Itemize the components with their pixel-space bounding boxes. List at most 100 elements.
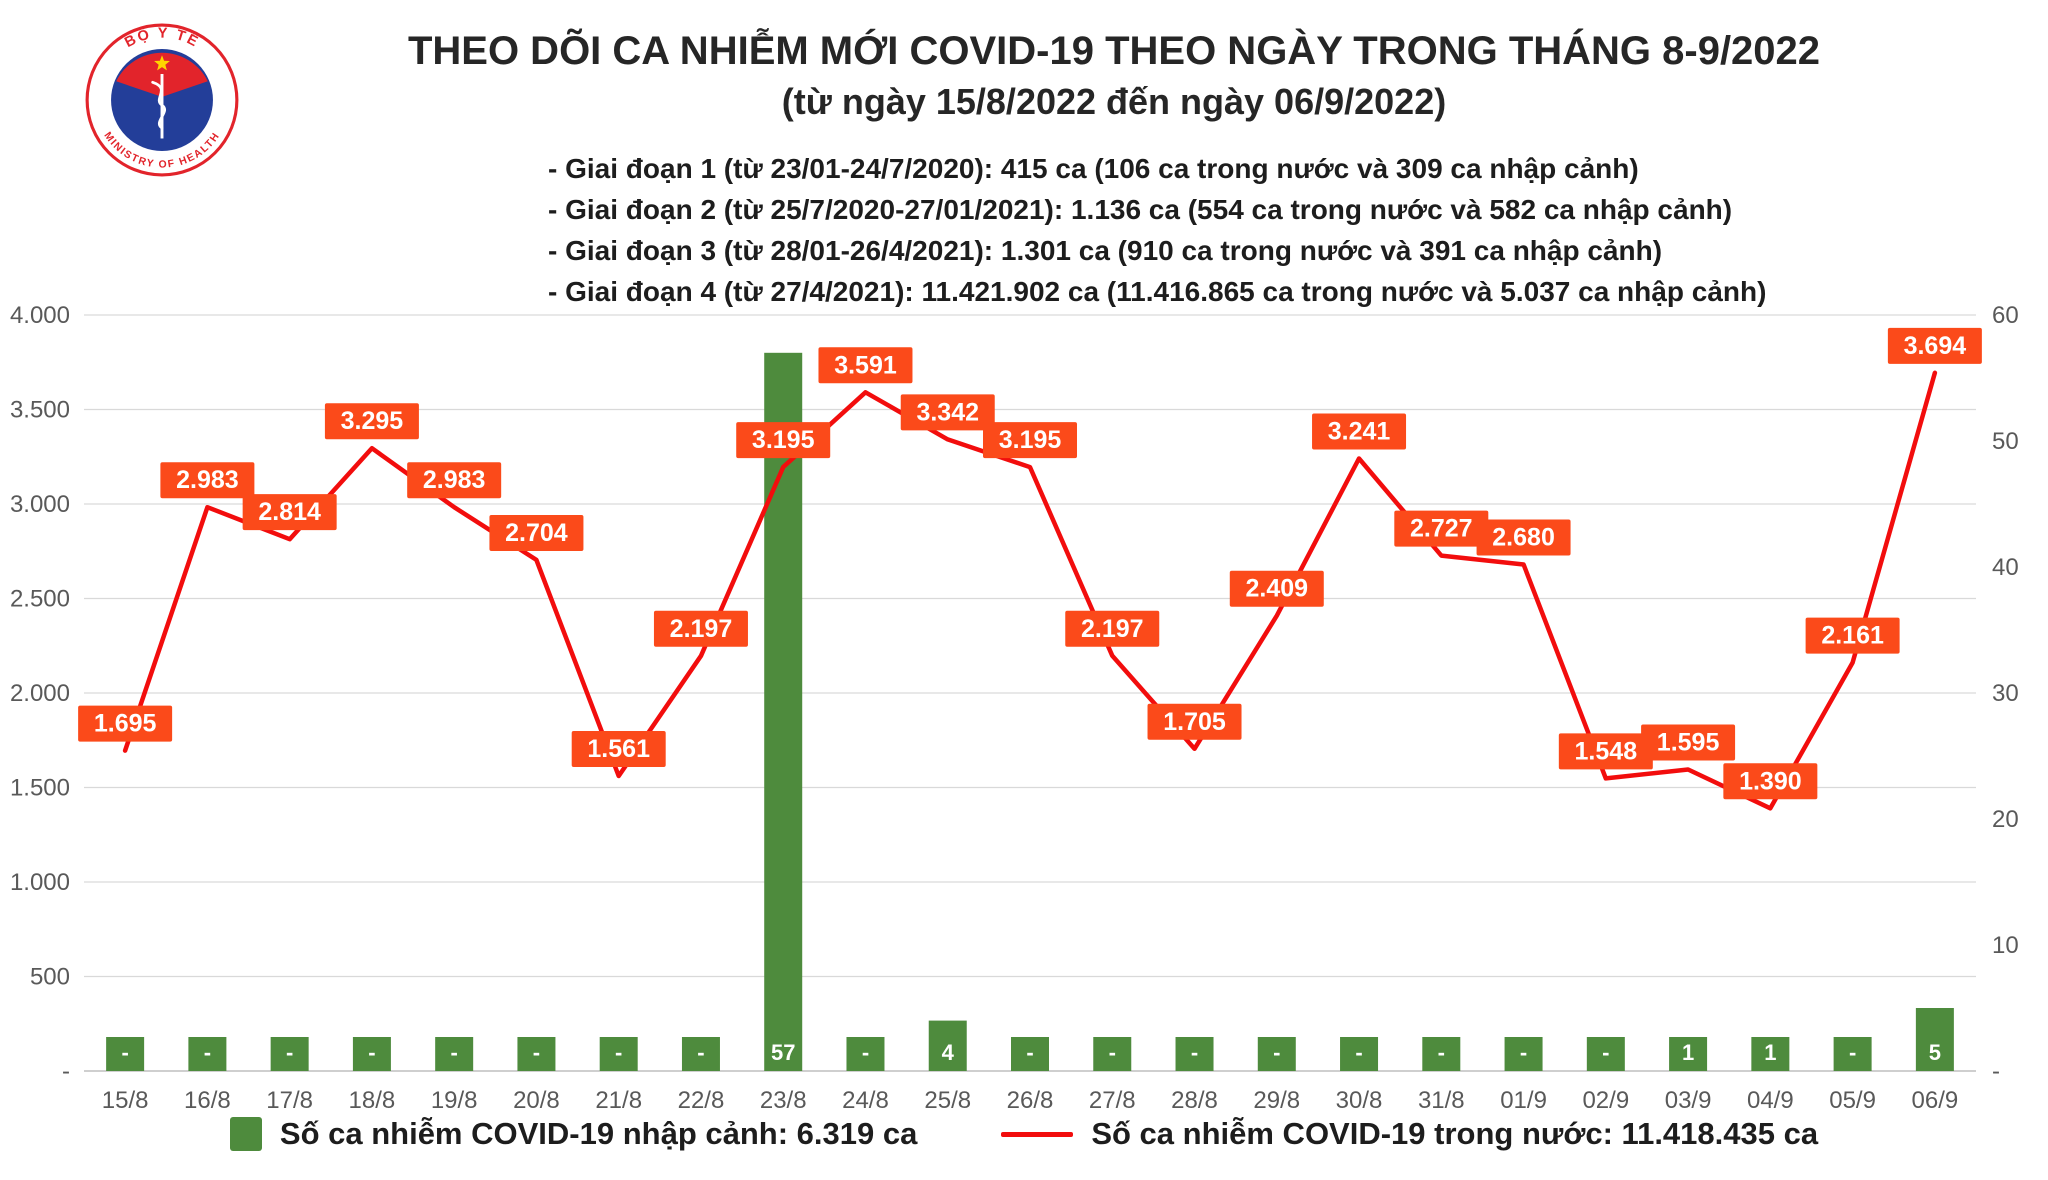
line-data-label: 3.195 — [999, 426, 1062, 454]
bar-imported-cases — [1093, 1037, 1132, 1071]
line-data-label-box — [1805, 617, 1900, 654]
line-data-label: 2.197 — [1081, 615, 1144, 643]
bar-imported-cases — [517, 1037, 556, 1071]
x-axis-tick: 25/8 — [924, 1087, 971, 1114]
x-axis-tick: 15/8 — [102, 1087, 149, 1114]
line-data-label: 2.983 — [423, 466, 486, 494]
line-data-label-box — [1065, 610, 1160, 647]
line-data-label-box — [1558, 733, 1653, 770]
x-axis-tick: 16/8 — [184, 1087, 231, 1114]
bar-data-label: 57 — [771, 1040, 795, 1065]
line-data-label: 1.595 — [1657, 729, 1720, 757]
chart-legend: Số ca nhiễm COVID-19 nhập cảnh: 6.319 ca… — [0, 1116, 2048, 1152]
y-axis-left-tick: 1.000 — [10, 869, 70, 896]
y-axis-left-tick: 2.000 — [10, 680, 70, 707]
x-axis-tick: 06/9 — [1912, 1087, 1959, 1114]
bar-data-label: 1 — [1682, 1040, 1694, 1065]
line-data-label: 3.295 — [341, 407, 404, 435]
line-data-label-box — [1887, 327, 1982, 364]
x-axis-tick: 03/9 — [1665, 1087, 1712, 1114]
logo-star-icon — [154, 55, 170, 71]
phase-line-2: - Giai đoạn 2 (từ 25/7/2020-27/01/2021):… — [548, 194, 1733, 225]
header: THEO DÕI CA NHIỄM MỚI COVID-19 THEO NGÀY… — [190, 26, 2038, 126]
bar-imported-cases — [1586, 1037, 1625, 1071]
x-axis-tick: 31/8 — [1418, 1087, 1465, 1114]
line-data-label: 3.195 — [752, 426, 815, 454]
phase-line-4: - Giai đoạn 4 (từ 27/4/2021): 11.421.902… — [548, 276, 1767, 307]
line-data-label-box — [1641, 724, 1736, 761]
bar-imported-cases — [1340, 1037, 1379, 1071]
line-data-label-box — [160, 462, 255, 499]
bar-imported-cases — [1504, 1037, 1543, 1071]
line-data-label-box — [1476, 519, 1571, 556]
line-data-label: 2.814 — [258, 498, 321, 526]
bar-imported-cases — [599, 1037, 638, 1071]
x-axis-tick: 02/9 — [1582, 1087, 1629, 1114]
line-data-label: 2.704 — [505, 519, 568, 547]
bar-data-label: - — [1109, 1040, 1116, 1065]
y-axis-right-tick: - — [1992, 1058, 2000, 1085]
bar-data-label: - — [862, 1040, 869, 1065]
line-data-label-box — [324, 403, 419, 440]
line-data-label: 2.197 — [670, 615, 733, 643]
line-data-label-box — [900, 394, 995, 431]
bar-data-label: - — [368, 1040, 375, 1065]
legend-item-domestic: Số ca nhiễm COVID-19 trong nước: 11.418.… — [1001, 1116, 1818, 1152]
x-axis-tick: 27/8 — [1089, 1087, 1136, 1114]
line-data-label-box — [1147, 703, 1242, 740]
bar-data-label: 1 — [1764, 1040, 1776, 1065]
bar-imported-cases — [270, 1037, 309, 1071]
bar-imported-cases — [764, 352, 803, 1071]
legend-item-imported: Số ca nhiễm COVID-19 nhập cảnh: 6.319 ca — [229, 1116, 917, 1152]
bar-imported-cases — [188, 1037, 227, 1071]
logo-snake-icon — [151, 80, 166, 130]
line-data-label-box — [489, 514, 584, 551]
line-data-label: 1.548 — [1575, 737, 1638, 765]
x-axis-tick: 17/8 — [266, 1087, 313, 1114]
bar-data-label: - — [1438, 1040, 1445, 1065]
line-data-label: 2.680 — [1492, 523, 1555, 551]
y-axis-right-tick: 30 — [1992, 680, 2019, 707]
line-data-label-box — [78, 705, 173, 742]
bar-imported-cases — [1669, 1037, 1708, 1071]
y-axis-right-tick: 20 — [1992, 806, 2019, 833]
y-axis-left-tick: 3.000 — [10, 491, 70, 518]
line-data-label-box — [242, 494, 337, 531]
phase-line-3: - Giai đoạn 3 (từ 28/01-26/4/2021): 1.30… — [548, 235, 1663, 266]
x-axis-tick: 28/8 — [1171, 1087, 1218, 1114]
line-data-label-box — [571, 730, 666, 767]
x-axis-tick: 29/8 — [1253, 1087, 1300, 1114]
y-axis-right-tick: 40 — [1992, 554, 2019, 581]
line-data-label-box — [983, 422, 1077, 459]
legend-bar-swatch — [229, 1117, 262, 1151]
line-data-label-box — [653, 610, 748, 647]
x-axis-tick: 18/8 — [349, 1087, 396, 1114]
y-axis-left-tick: 500 — [30, 964, 70, 991]
bar-data-label: - — [1273, 1040, 1280, 1065]
bar-data-label: - — [451, 1040, 458, 1065]
line-data-label: 1.695 — [94, 710, 157, 738]
page-title: THEO DÕI CA NHIỄM MỚI COVID-19 THEO NGÀY… — [407, 29, 1821, 73]
line-data-label: 2.161 — [1821, 622, 1884, 650]
bar-imported-cases — [1422, 1037, 1461, 1071]
bar-imported-cases — [1915, 1008, 1954, 1071]
phase-line-1: - Giai đoạn 1 (từ 23/01-24/7/2020): 415 … — [548, 153, 1639, 184]
x-axis-tick: 01/9 — [1500, 1087, 1547, 1114]
x-axis-tick: 19/8 — [431, 1087, 478, 1114]
bar-data-label: - — [1191, 1040, 1198, 1065]
line-data-label: 2.983 — [176, 466, 239, 494]
line-data-label: 2.727 — [1410, 515, 1473, 543]
line-data-label: 3.241 — [1328, 417, 1391, 445]
line-data-label: 1.561 — [587, 735, 650, 763]
bar-imported-cases — [1175, 1037, 1214, 1071]
line-data-label: 3.342 — [916, 398, 979, 426]
bar-data-label: - — [1026, 1040, 1033, 1065]
page-subtitle: (từ ngày 15/8/2022 đến ngày 06/9/2022) — [781, 81, 1447, 122]
x-axis-tick: 23/8 — [760, 1087, 807, 1114]
line-data-label-box — [1229, 570, 1324, 607]
y-axis-left-tick: 4.000 — [10, 302, 70, 329]
line-data-label-box — [1723, 763, 1818, 800]
y-axis-left-tick: - — [62, 1058, 70, 1085]
phase-annotations: - Giai đoạn 1 (từ 23/01-24/7/2020): 415 … — [548, 148, 1766, 312]
